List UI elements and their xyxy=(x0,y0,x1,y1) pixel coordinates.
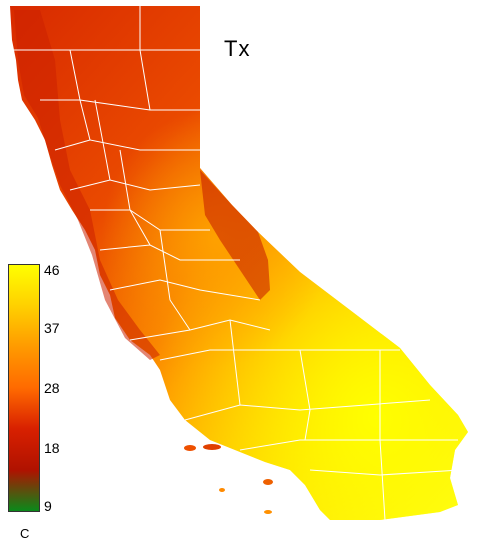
legend-gradient-bar xyxy=(9,265,39,511)
color-legend xyxy=(8,264,40,512)
island xyxy=(219,488,225,492)
sierra-cool-band xyxy=(200,170,270,300)
coastal-cool-band xyxy=(14,10,160,360)
legend-tick: 28 xyxy=(44,380,60,396)
legend-tick: 9 xyxy=(44,498,52,514)
legend-tick: 37 xyxy=(44,320,60,336)
map-title: Tx xyxy=(224,36,251,61)
legend-unit: C xyxy=(20,526,30,541)
island xyxy=(203,444,221,450)
island xyxy=(263,479,273,485)
legend-tick: 18 xyxy=(44,440,60,456)
legend-tick: 46 xyxy=(44,262,60,278)
island xyxy=(184,445,196,451)
county-borders xyxy=(12,6,461,521)
island xyxy=(264,510,272,514)
